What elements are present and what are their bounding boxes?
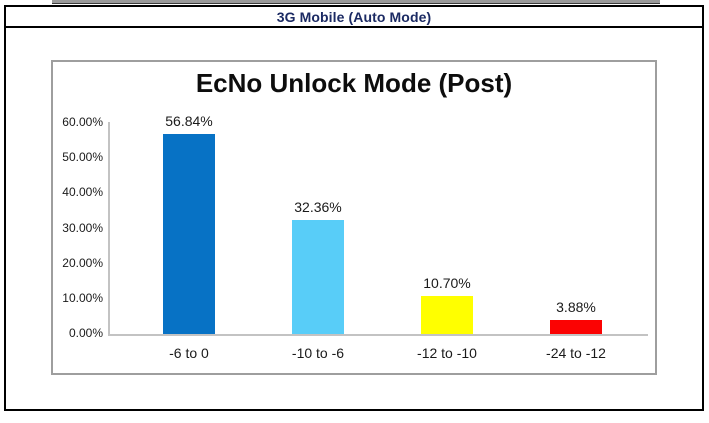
x-category-label: -10 to -6	[291, 345, 345, 361]
y-tick-label: 0.00%	[68, 326, 103, 340]
chart-frame: EcNo Unlock Mode (Post) 60.00% 50.00% 40.0…	[51, 60, 657, 375]
bar-value-label: 10.70%	[423, 275, 471, 292]
y-tick-label: 30.00%	[62, 220, 103, 235]
x-category-label: -6 to 0	[169, 345, 209, 361]
bar-value-label: 3.88%	[556, 299, 596, 316]
cropped-top-strip	[52, 0, 660, 4]
y-axis-line	[108, 122, 110, 334]
y-tick-label: 20.00%	[62, 255, 103, 270]
x-category-label: -24 to -12	[546, 345, 606, 361]
x-axis-line	[108, 334, 648, 336]
bar-value-label: 56.84%	[165, 113, 213, 130]
y-tick-label: 50.00%	[62, 150, 103, 165]
bar	[163, 134, 215, 334]
y-tick-label: 10.00%	[62, 290, 103, 305]
bar	[421, 296, 473, 334]
bar	[550, 320, 602, 334]
chart-area: EcNo Unlock Mode (Post) 60.00% 50.00% 40.0…	[53, 62, 655, 373]
x-category-label: -12 to -10	[417, 345, 477, 361]
y-tick-label: 60.00%	[62, 115, 103, 129]
y-tick-label: 40.00%	[62, 185, 103, 200]
bar-value-label: 32.36%	[294, 199, 342, 216]
table-header-row: 3G Mobile (Auto Mode)	[6, 7, 702, 28]
header-title: 3G Mobile (Auto Mode)	[276, 8, 432, 25]
bar	[292, 220, 344, 334]
chart-title: EcNo Unlock Mode (Post)	[195, 68, 513, 98]
